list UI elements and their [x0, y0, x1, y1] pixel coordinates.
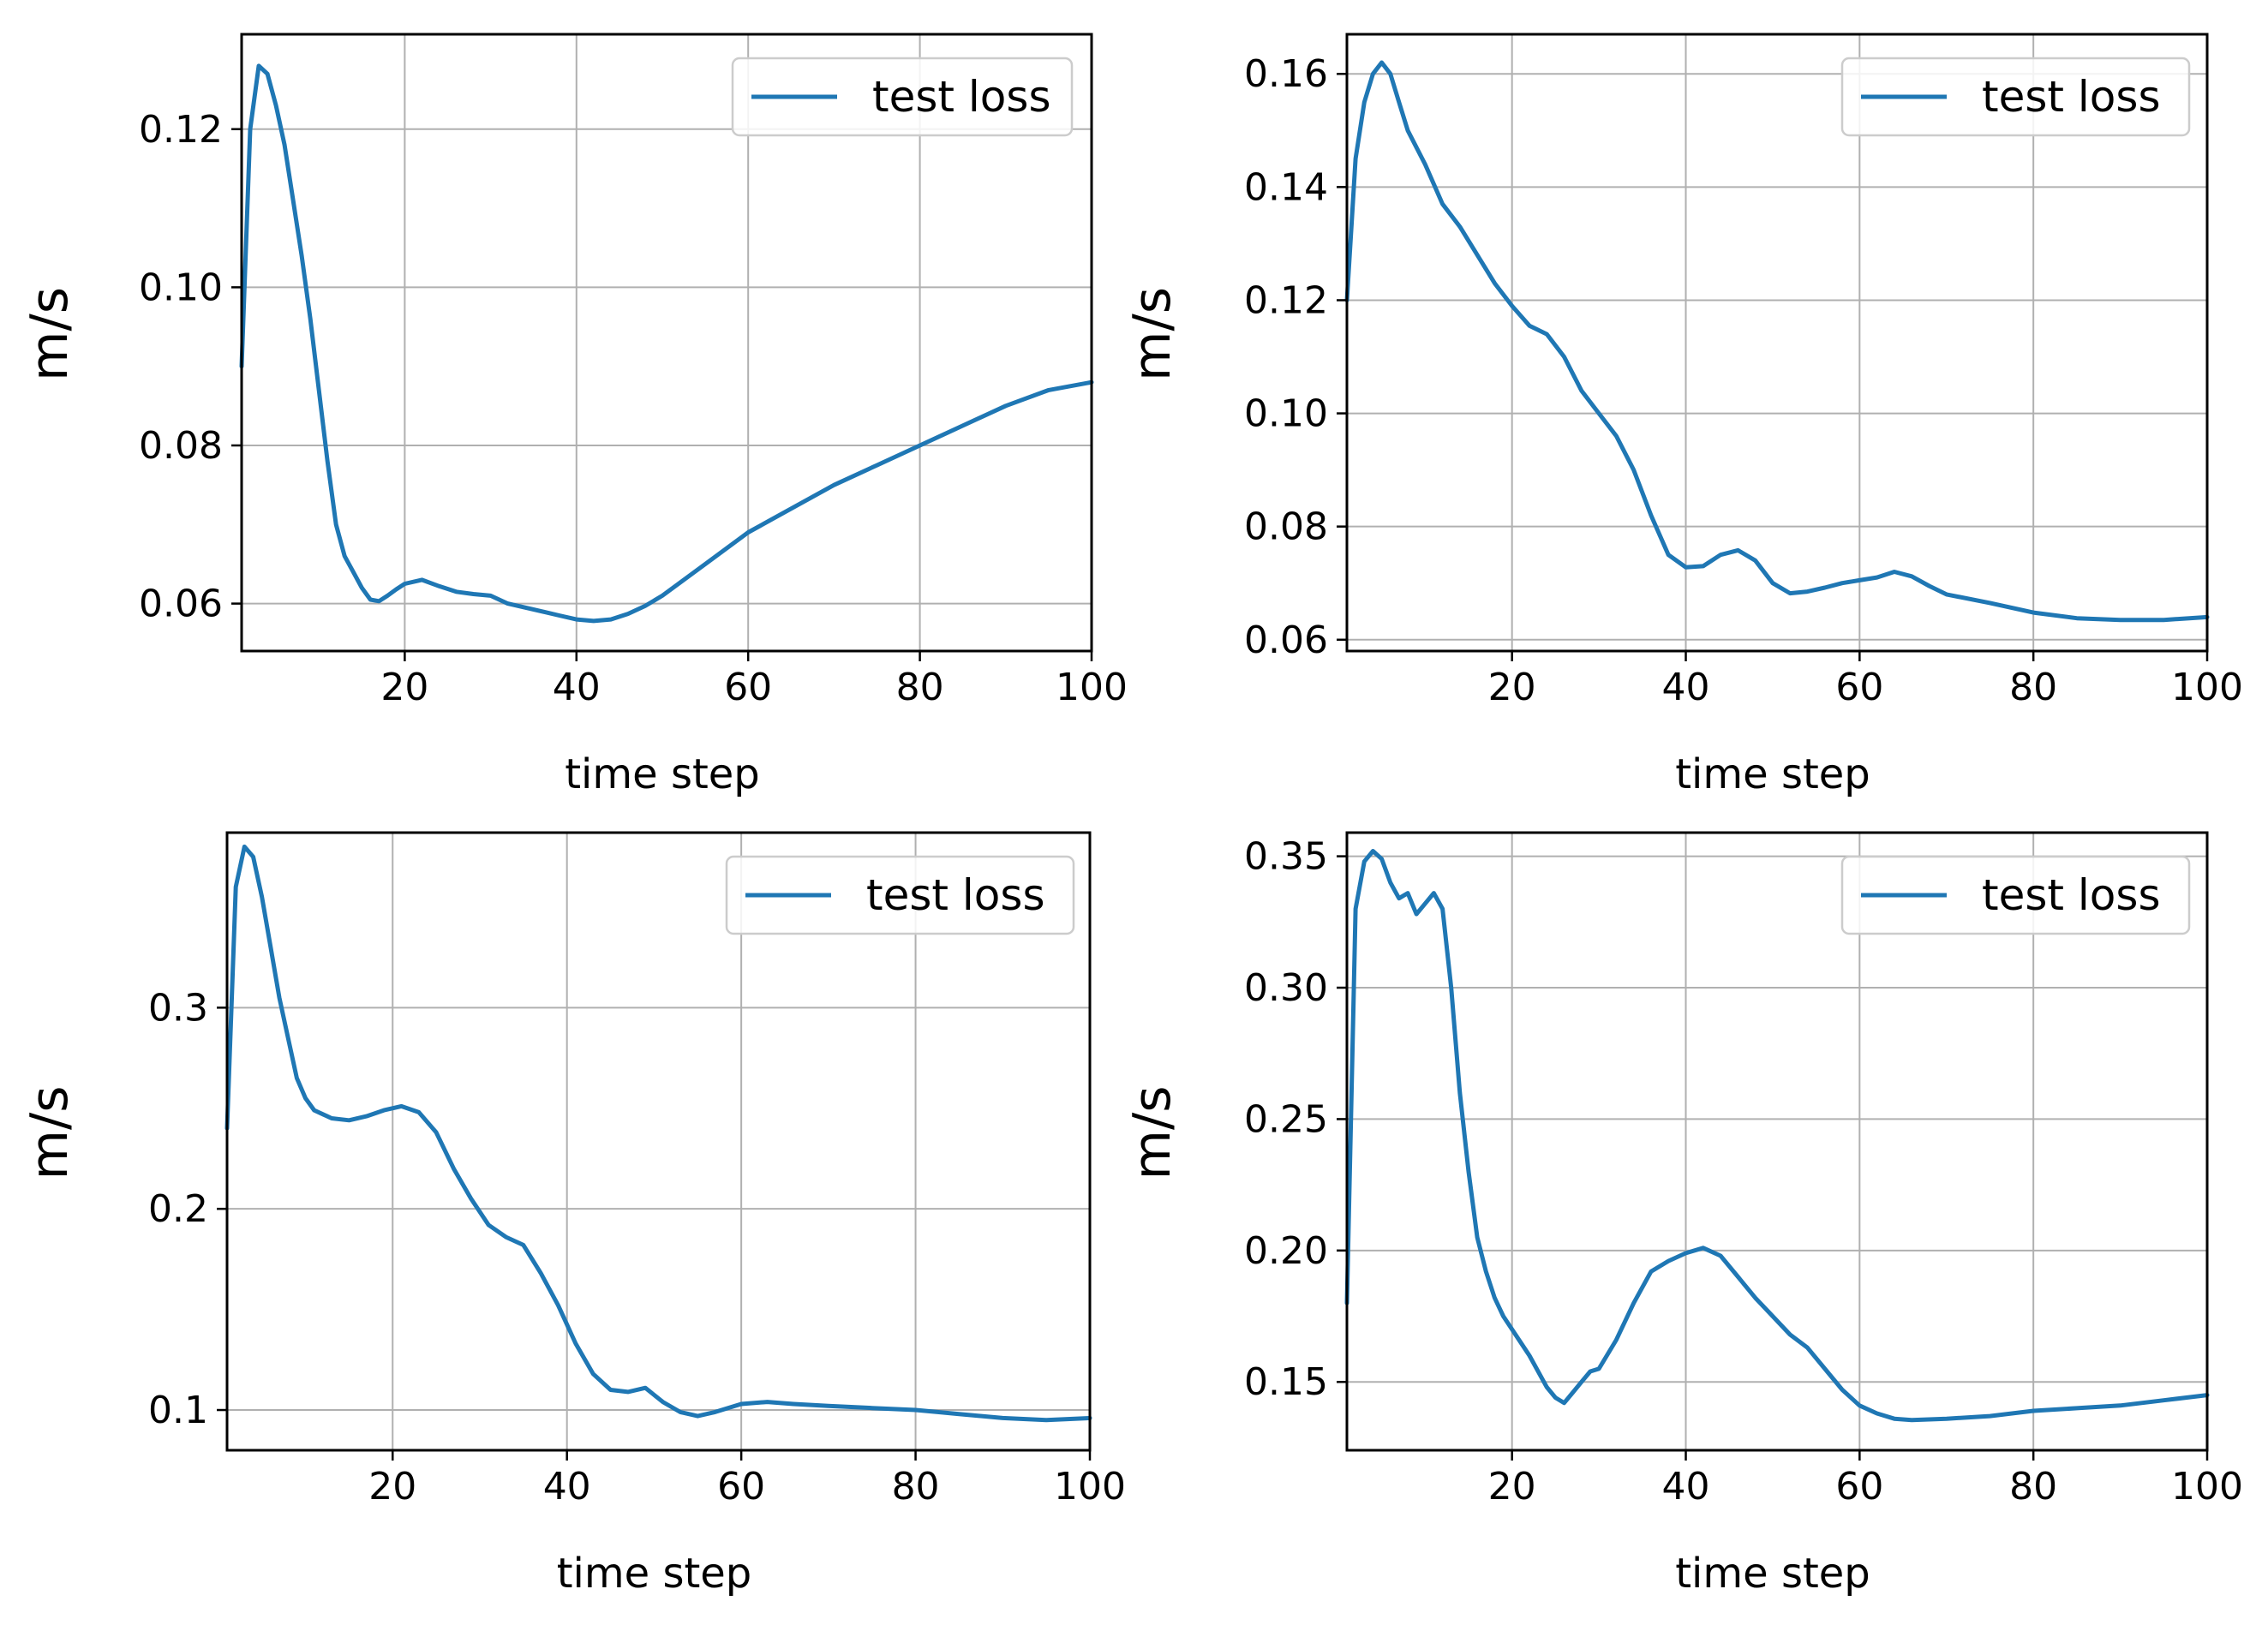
- y-axis-label: m/s: [1122, 287, 1182, 381]
- legend: test loss: [731, 57, 1074, 137]
- legend: test loss: [1840, 57, 2191, 137]
- y-tick-label: 0.2: [148, 1187, 208, 1231]
- y-tick-label: 0.14: [1244, 165, 1328, 209]
- y-tick-label: 0.10: [1244, 392, 1328, 436]
- x-axis-label: time step: [1675, 750, 1870, 798]
- x-tick-label: 60: [1835, 666, 1883, 709]
- y-axis-label: m/s: [20, 1086, 80, 1180]
- y-tick-label: 0.08: [1244, 505, 1328, 549]
- subplot-1: 20 40 60 80 100 0.06 0.08 0.10 0.12 time step m/s t…: [20, 33, 1128, 798]
- x-tick-label: 80: [892, 1465, 940, 1509]
- x-tick-label: 100: [2171, 666, 2243, 709]
- x-tick-label: 40: [1662, 1465, 1710, 1509]
- x-axis-label: time step: [557, 1550, 752, 1598]
- x-tick-label: 40: [553, 666, 601, 709]
- legend: test loss: [725, 855, 1075, 935]
- legend-label: test loss: [1982, 870, 2161, 920]
- y-tick-label: 0.35: [1244, 835, 1328, 879]
- x-axis-label: time step: [565, 750, 760, 798]
- y-tick-label: 0.12: [1244, 278, 1328, 322]
- x-tick-label: 100: [1056, 666, 1128, 709]
- x-tick-label: 20: [368, 1465, 416, 1509]
- subplot-2: 20 40 60 80 100 0.06 0.08 0.10 0.12 0.14 0.16 time …: [1122, 33, 2243, 798]
- y-tick-label: 0.1: [148, 1389, 208, 1432]
- series-line-test-loss: [239, 63, 1094, 624]
- x-tick-label: 80: [2009, 1465, 2057, 1509]
- y-tick-label: 0.30: [1244, 966, 1328, 1010]
- y-tick-label: 0.10: [139, 266, 223, 309]
- y-axis-label: m/s: [1122, 1086, 1182, 1180]
- axes-frame: [240, 33, 1093, 653]
- x-tick-label: 40: [543, 1465, 591, 1509]
- y-tick-label: 0.3: [148, 986, 208, 1030]
- x-tick-label: 60: [724, 666, 772, 709]
- y-tick-label: 0.20: [1244, 1229, 1328, 1273]
- series-line-test-loss: [1344, 849, 2210, 1423]
- series-line-test-loss: [224, 844, 1092, 1423]
- axes-frame: [1345, 33, 2209, 653]
- x-tick-label: 20: [380, 666, 428, 709]
- x-tick-label: 20: [1488, 666, 1536, 709]
- x-tick-label: 20: [1488, 1465, 1536, 1509]
- y-tick-label: 0.08: [139, 424, 223, 468]
- x-tick-label: 60: [1835, 1465, 1883, 1509]
- y-tick-label: 0.25: [1244, 1097, 1328, 1141]
- y-tick-label: 0.06: [139, 582, 223, 626]
- x-axis-label: time step: [1675, 1550, 1870, 1598]
- x-tick-label: 80: [896, 666, 944, 709]
- axes-frame: [225, 831, 1092, 1452]
- x-tick-label: 60: [717, 1465, 765, 1509]
- subplot-3: 20 40 60 80 100 0.1 0.2 0.3 time step m/s test los…: [20, 831, 1126, 1598]
- x-tick-label: 40: [1662, 666, 1710, 709]
- series-line-test-loss: [1344, 60, 2210, 623]
- legend-box: [1840, 855, 2191, 935]
- legend-label: test loss: [1982, 72, 2161, 122]
- x-tick-label: 100: [1054, 1465, 1126, 1509]
- legend-box: [725, 855, 1075, 935]
- axes-frame: [1345, 831, 2209, 1452]
- legend-label: test loss: [866, 870, 1045, 920]
- legend-label: test loss: [872, 72, 1051, 122]
- subplot-4: 20 40 60 80 100 0.15 0.20 0.25 0.30 0.35 time step…: [1122, 831, 2243, 1598]
- y-tick-label: 0.15: [1244, 1360, 1328, 1404]
- legend: test loss: [1840, 855, 2191, 935]
- legend-box: [1840, 57, 2191, 137]
- y-axis-label: m/s: [20, 287, 80, 381]
- y-tick-label: 0.06: [1244, 618, 1328, 662]
- y-tick-label: 0.16: [1244, 52, 1328, 96]
- legend-box: [731, 57, 1074, 137]
- x-tick-label: 100: [2171, 1465, 2243, 1509]
- y-tick-label: 0.12: [139, 108, 223, 152]
- x-tick-label: 80: [2009, 666, 2057, 709]
